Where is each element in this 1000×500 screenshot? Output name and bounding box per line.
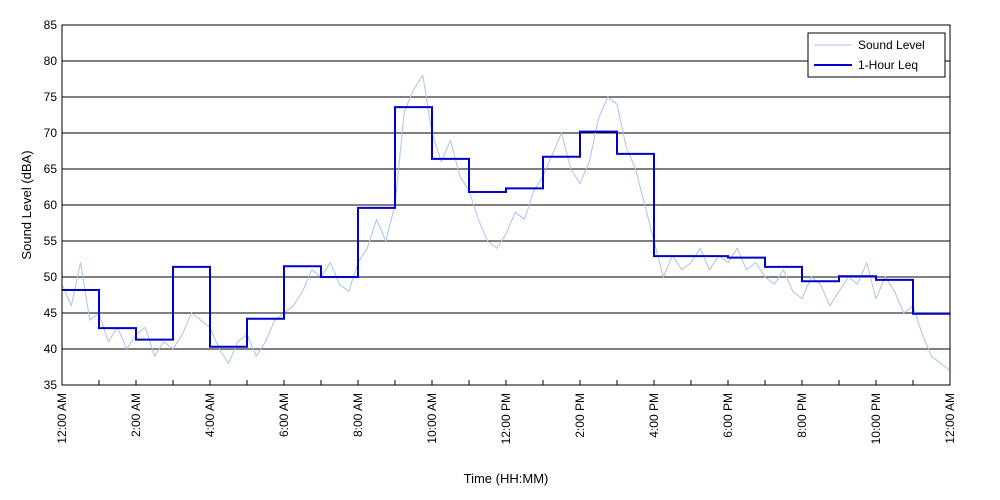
x-tick-label-20: 8:00 PM bbox=[795, 393, 809, 438]
x-tick-label-4: 4:00 AM bbox=[203, 393, 217, 437]
x-tick-label-12: 12:00 PM bbox=[499, 393, 513, 444]
x-tick-label-2: 2:00 AM bbox=[129, 393, 143, 437]
y-axis-label: Sound Level (dBA) bbox=[19, 150, 34, 259]
series-layer bbox=[61, 74, 951, 371]
y-tick-label-40: 40 bbox=[44, 342, 58, 356]
x-tick-label-16: 4:00 PM bbox=[647, 393, 661, 438]
y-tick-label-85: 85 bbox=[44, 18, 58, 32]
y-tick-label-50: 50 bbox=[44, 270, 58, 284]
series-line-hourly-leq bbox=[62, 106, 950, 348]
y-tick-label-60: 60 bbox=[44, 198, 58, 212]
y-tick-label-55: 55 bbox=[44, 234, 58, 248]
x-tick-label-14: 2:00 PM bbox=[573, 393, 587, 438]
y-tick-label-75: 75 bbox=[44, 90, 58, 104]
x-axis: 12:00 AM 2:00 AM 4:00 AM 6:00 AM 8:00 AM 10:0… bbox=[55, 380, 957, 444]
x-tick-label-0: 12:00 AM bbox=[55, 393, 69, 444]
y-tick-label-45: 45 bbox=[44, 306, 58, 320]
legend-box bbox=[807, 32, 946, 78]
y-axis: 35 40 45 50 55 60 65 70 75 80 85 bbox=[44, 18, 67, 392]
legend-label-sound-level: Sound Level bbox=[858, 38, 925, 52]
x-axis-label: Time (HH:MM) bbox=[464, 471, 549, 486]
x-tick-label-18: 6:00 PM bbox=[721, 393, 735, 438]
x-tick-label-8: 8:00 AM bbox=[351, 393, 365, 437]
y-tick-label-70: 70 bbox=[44, 126, 58, 140]
legend: Sound Level 1-Hour Leq bbox=[807, 32, 946, 78]
x-tick-label-22: 10:00 PM bbox=[869, 393, 883, 444]
x-tick-label-10: 10:00 AM bbox=[425, 393, 439, 444]
x-tick-label-24: 12:00 AM bbox=[943, 393, 957, 444]
legend-label-hourly-leq: 1-Hour Leq bbox=[858, 58, 918, 72]
x-tick-label-6: 6:00 AM bbox=[277, 393, 291, 437]
y-tick-label-65: 65 bbox=[44, 162, 58, 176]
y-tick-label-35: 35 bbox=[44, 378, 58, 392]
y-tick-label-80: 80 bbox=[44, 54, 58, 68]
